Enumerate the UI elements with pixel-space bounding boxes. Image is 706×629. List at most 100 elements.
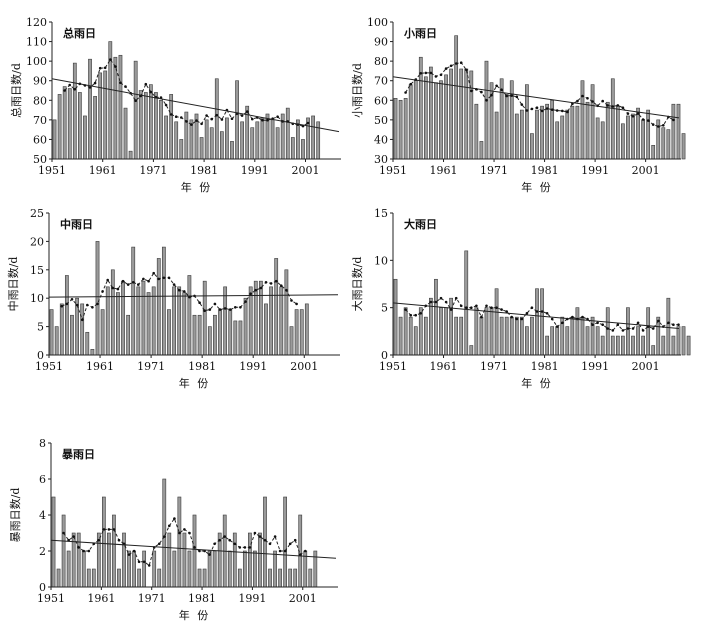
running-mean-point xyxy=(174,115,178,118)
running-mean-point xyxy=(298,553,302,556)
running-mean-point xyxy=(662,124,665,127)
bar-1968 xyxy=(138,90,143,160)
x-tick-label: 1971 xyxy=(137,360,165,373)
running-mean-point xyxy=(144,82,148,86)
bar-1963 xyxy=(454,316,459,356)
bar-1965 xyxy=(121,280,125,356)
bar-1992 xyxy=(600,335,605,356)
x-axis-label: 年 份 xyxy=(521,180,553,194)
bar-1990 xyxy=(248,286,253,356)
trend-line xyxy=(51,78,340,133)
running-mean-point xyxy=(404,308,407,311)
running-mean-point xyxy=(505,310,509,313)
running-mean-point xyxy=(193,546,196,549)
running-mean-point xyxy=(142,277,145,281)
bar-1991 xyxy=(595,326,600,356)
running-mean-point xyxy=(576,99,579,103)
y-tick-label: 5 xyxy=(381,302,388,315)
x-tick-label: 1981 xyxy=(188,592,216,605)
bar-1966 xyxy=(469,345,474,356)
bar-1989 xyxy=(585,101,590,160)
running-mean-point xyxy=(444,67,448,70)
running-mean-point xyxy=(96,302,99,306)
running-mean-point xyxy=(444,300,448,304)
bar-1954 xyxy=(67,88,72,160)
bar-1986 xyxy=(230,141,234,160)
bar-1994 xyxy=(610,335,615,356)
bar-1985 xyxy=(225,117,229,160)
bar-1969 xyxy=(143,92,148,160)
x-tick-label: 1961 xyxy=(87,592,115,605)
running-mean-point xyxy=(274,279,278,283)
bar-1969 xyxy=(142,550,147,588)
bar-1995 xyxy=(273,550,277,588)
bar-1986 xyxy=(570,105,575,160)
bar-1951 xyxy=(393,278,398,356)
running-mean-point xyxy=(500,308,503,311)
running-mean-point xyxy=(561,321,564,325)
running-mean-point xyxy=(454,296,458,300)
running-mean-point xyxy=(515,317,519,321)
bar-1980 xyxy=(540,105,544,160)
running-mean-point xyxy=(218,538,221,542)
bar-1972 xyxy=(499,316,504,356)
running-mean-point xyxy=(657,125,660,128)
running-mean-point xyxy=(616,104,620,107)
bar-1983 xyxy=(555,121,560,160)
bar-1995 xyxy=(615,335,620,356)
running-mean-point xyxy=(520,103,524,106)
bar-1984 xyxy=(560,115,565,160)
bar-1986 xyxy=(227,550,232,588)
running-mean-point xyxy=(621,329,625,332)
x-tick-label: 1971 xyxy=(480,164,508,177)
bar-1974 xyxy=(509,316,514,356)
running-mean-point xyxy=(459,61,463,64)
running-mean-point xyxy=(454,62,458,65)
running-mean-point xyxy=(198,549,201,553)
running-mean-point xyxy=(213,302,217,306)
y-tick-label: 40 xyxy=(374,133,388,146)
bar-1963 xyxy=(113,56,118,160)
running-mean-point xyxy=(306,121,310,125)
panel-light-rain-days: 30 40 50 60 70 80 90 100 1951 1961 1971 1981 1991 200… xyxy=(351,16,686,194)
x-tick-label: 1991 xyxy=(241,164,269,177)
bar-2000 xyxy=(641,335,645,356)
bar-1960 xyxy=(95,241,100,356)
running-mean-point xyxy=(72,535,75,538)
bar-1968 xyxy=(136,286,141,356)
bar-1969 xyxy=(484,60,489,160)
running-mean-point xyxy=(280,284,283,288)
bar-2002 xyxy=(308,568,313,588)
running-mean-point xyxy=(261,118,264,122)
running-mean-point xyxy=(97,538,101,542)
bar-1968 xyxy=(479,316,484,356)
running-mean-point xyxy=(183,290,186,293)
running-mean-point xyxy=(106,278,109,282)
bar-1972 xyxy=(157,568,162,588)
panel-title: 大雨日 xyxy=(404,217,437,231)
running-mean-point xyxy=(434,300,438,304)
bar-1951 xyxy=(49,309,54,356)
bar-1993 xyxy=(263,496,267,588)
bar-1993 xyxy=(605,307,610,356)
running-mean-point xyxy=(288,542,292,546)
bar-1982 xyxy=(207,550,212,588)
y-tick-label: 60 xyxy=(374,94,388,107)
y-tick-label: 100 xyxy=(26,55,47,68)
bar-1975 xyxy=(174,121,179,160)
x-tick-label: 1971 xyxy=(138,592,166,605)
bar-2006 xyxy=(671,103,676,160)
bar-2001 xyxy=(646,109,651,160)
running-mean-point xyxy=(228,308,232,311)
bar-1998 xyxy=(290,137,295,160)
x-tick-label: 1961 xyxy=(86,360,114,373)
running-mean-point xyxy=(475,304,478,308)
bar-1988 xyxy=(580,80,585,160)
x-tick-label: 1991 xyxy=(238,592,266,605)
running-mean-point xyxy=(530,306,534,310)
running-mean-point xyxy=(218,308,222,311)
running-mean-point xyxy=(233,542,237,546)
running-mean-point xyxy=(555,325,559,328)
bar-2000 xyxy=(641,119,645,160)
